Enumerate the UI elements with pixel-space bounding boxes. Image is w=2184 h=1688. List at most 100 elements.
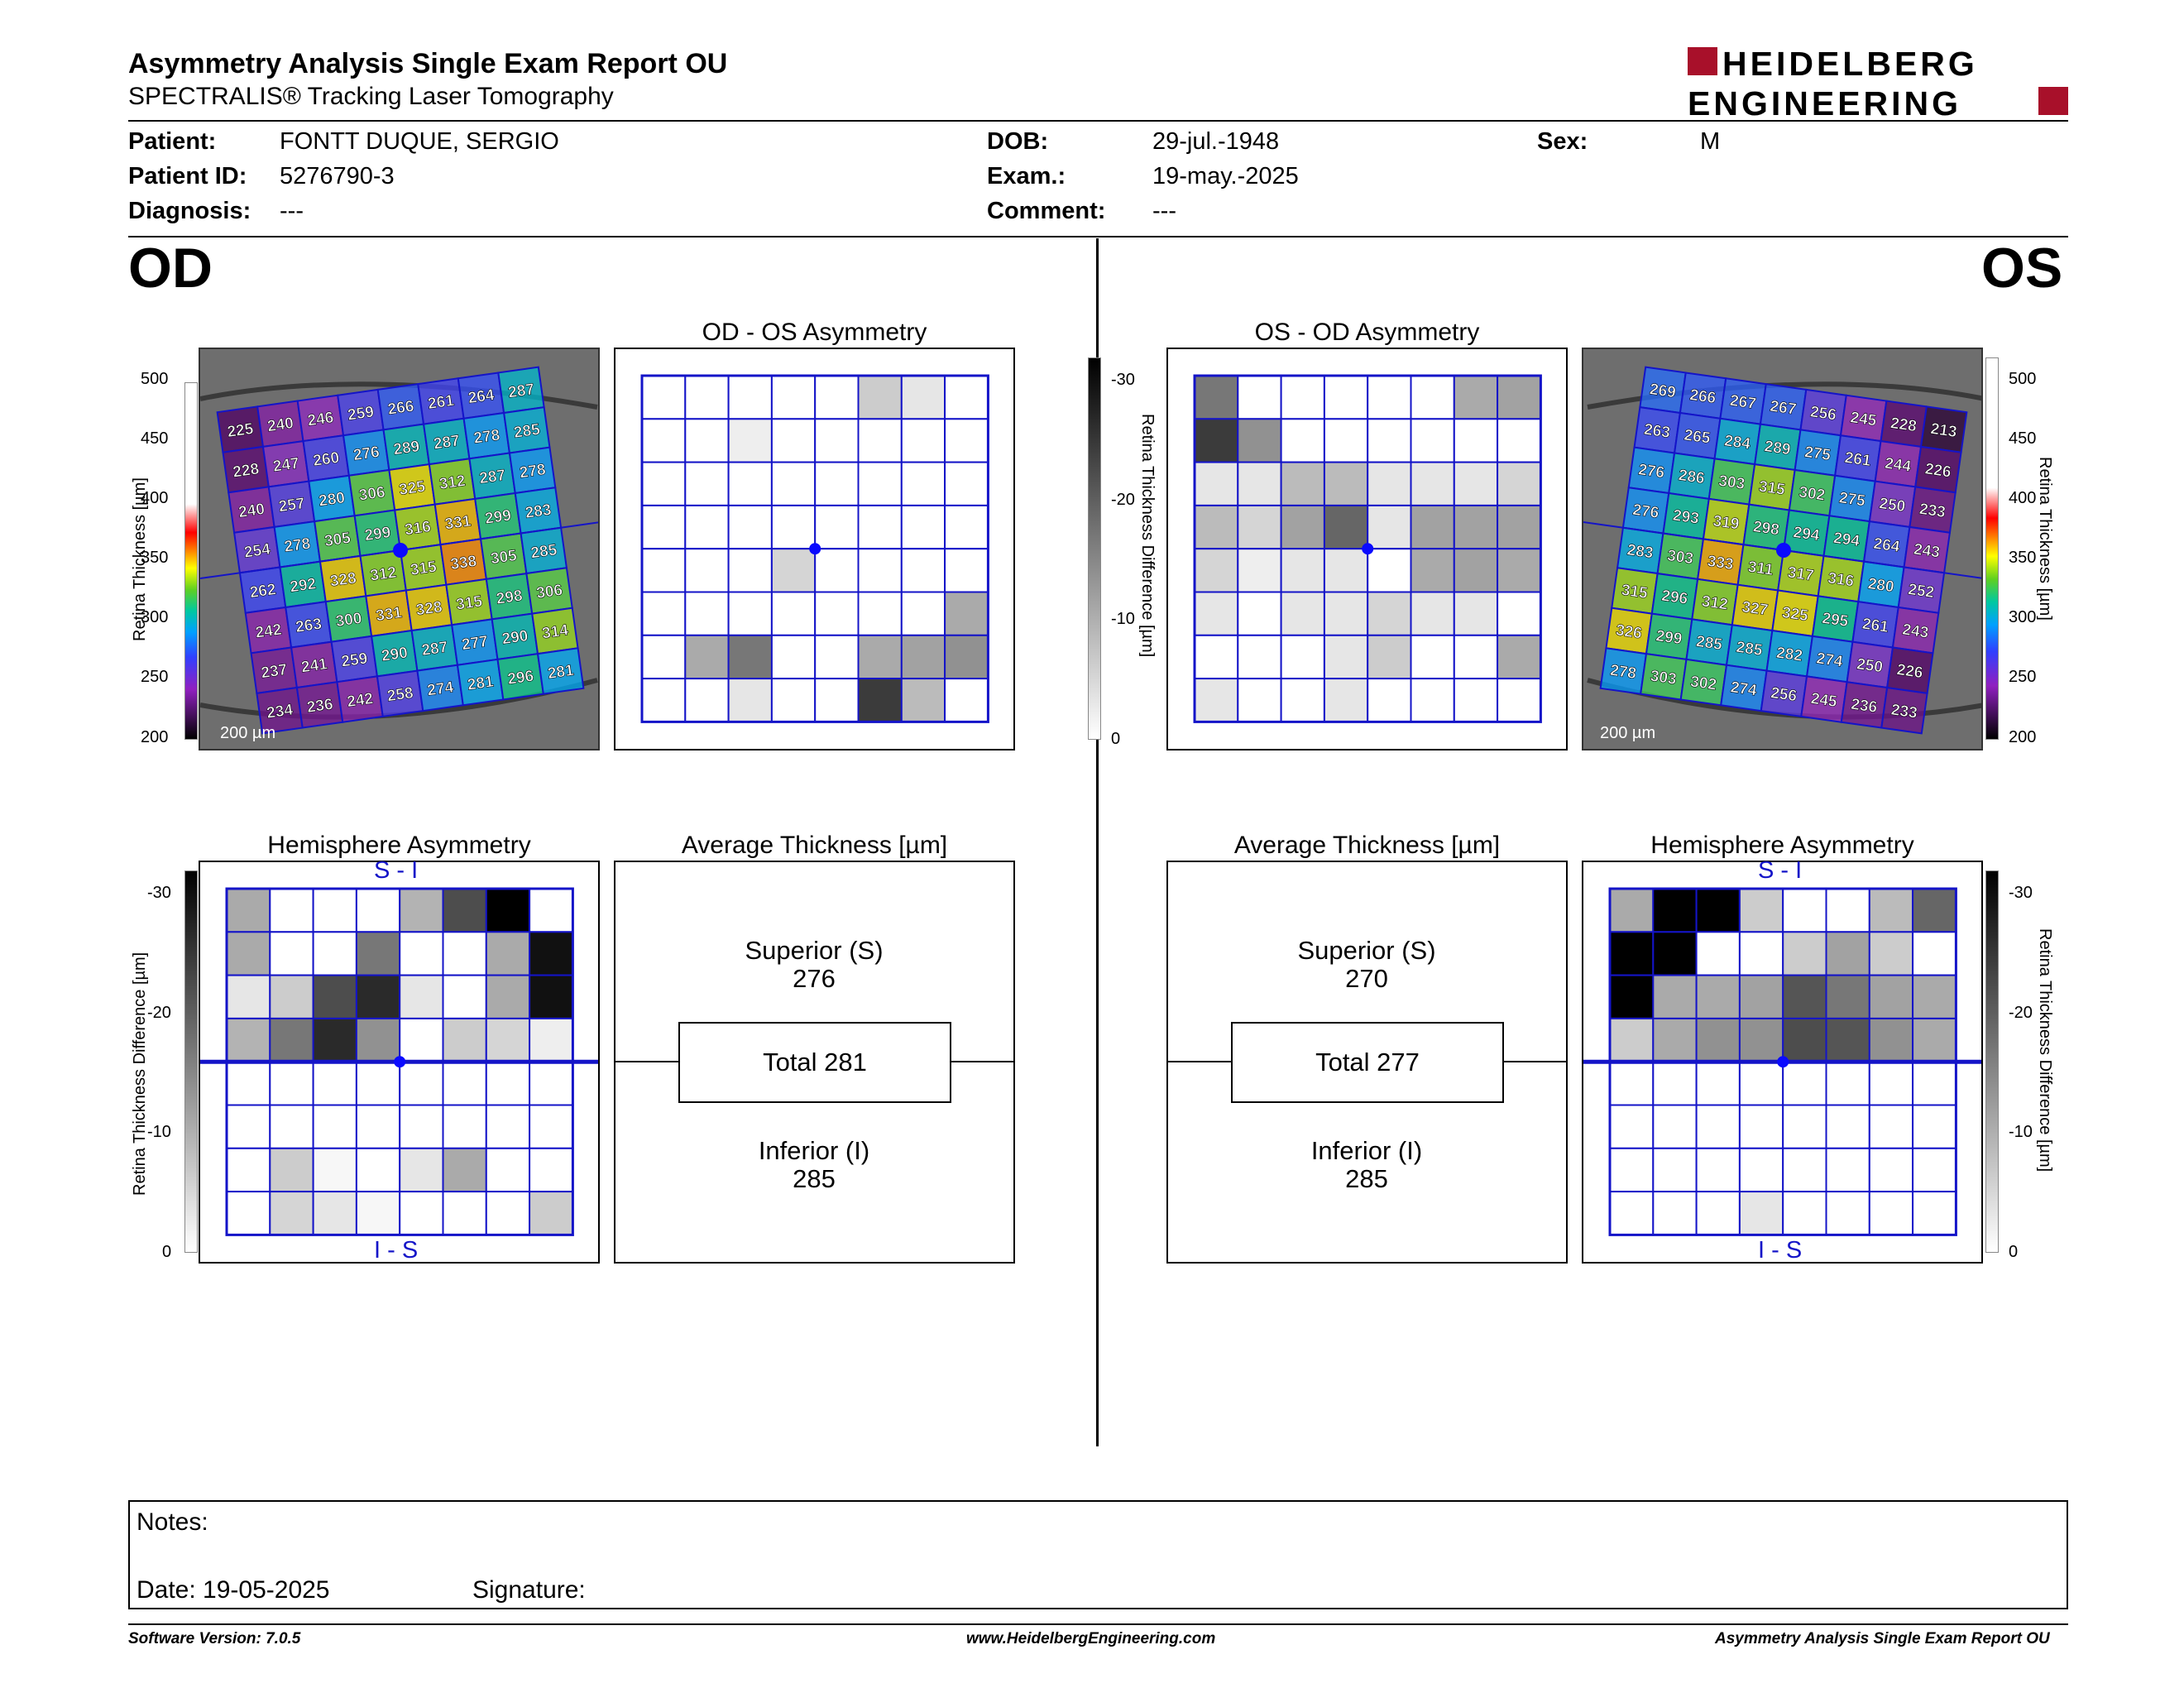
grid-cell: [1497, 375, 1542, 420]
thickness-value: 298: [496, 587, 524, 608]
grid-cell: [1367, 634, 1412, 680]
grid-cell: [727, 634, 773, 680]
grid-cell: [312, 974, 357, 1019]
grid-cell: [684, 461, 730, 506]
grid-cell: [727, 504, 773, 550]
thickness-cell: [536, 647, 585, 695]
grid-cell: [1912, 1017, 1957, 1063]
thickness-value: 256: [1809, 403, 1837, 424]
center-diff-tick: -10: [1111, 610, 1135, 628]
thickness-value: 276: [1637, 461, 1665, 482]
thickness-value: 294: [1792, 524, 1821, 544]
grid-cell: [1825, 1191, 1870, 1236]
thickness-value: 331: [375, 604, 404, 625]
grid-cell: [1738, 931, 1784, 976]
center-difference-colorbar: [1088, 357, 1101, 740]
os-fundus-map: 269 266 267 267 256 245 228 213 263 265 284 289 275 2…: [1583, 349, 1981, 749]
exam-label: Exam.:: [987, 163, 1066, 189]
thickness-value: 287: [433, 432, 461, 453]
od-hemi-title: Hemisphere Asymmetry: [267, 832, 531, 859]
grid-cell: [1323, 418, 1369, 463]
thickness-value: 287: [478, 467, 506, 487]
os-thickness-colorbar: [1985, 357, 1999, 740]
grid-cell: [1782, 1017, 1827, 1063]
grid-cell: [684, 591, 730, 636]
thickness-value: 258: [386, 684, 414, 705]
thickness-value: 245: [1849, 409, 1878, 429]
grid-cell: [1497, 678, 1542, 723]
os-thickness-scale-label: Retina Thickness [µm]: [2036, 457, 2054, 621]
grid-cell: [485, 888, 531, 933]
svg-text:HEIDELBERG: HEIDELBERG: [1722, 46, 1978, 83]
thickness-value: 265: [1683, 427, 1712, 448]
grid-cell: [944, 461, 989, 506]
grid-cell: [1367, 461, 1412, 506]
date-label: Date: 19-05-2025: [136, 1576, 330, 1604]
thickness-value: 290: [381, 645, 409, 665]
thickness-value: 225: [226, 420, 255, 441]
os-hemi-panel: [1582, 861, 1983, 1264]
grid-cell: [770, 634, 817, 680]
grid-cell: [814, 678, 860, 723]
grid-cell: [1453, 548, 1499, 593]
thickness-value: 296: [506, 668, 534, 688]
grid-cell: [312, 931, 357, 976]
thickness-value: 269: [1649, 381, 1677, 401]
grid-cell: [641, 548, 687, 593]
od-hemi-tick: 0: [162, 1243, 172, 1261]
grid-cell: [399, 1147, 444, 1193]
thickness-value: 281: [547, 662, 576, 683]
grid-cell: [442, 1017, 487, 1063]
os-hemi-title: Hemisphere Asymmetry: [1650, 832, 1914, 859]
thickness-value: 285: [529, 541, 558, 562]
report-title: Asymmetry Analysis Single Exam Report OU: [128, 48, 728, 79]
grid-cell: [1367, 548, 1412, 593]
thickness-value: 328: [329, 569, 357, 590]
thickness-value: 246: [306, 409, 334, 429]
grid-cell: [1323, 591, 1369, 636]
os-si-label: S - I: [1758, 857, 1803, 884]
thickness-value: 306: [535, 582, 563, 602]
os-thickness-tick: 350: [2009, 549, 2037, 567]
dob-label: DOB:: [987, 128, 1049, 155]
grid-cell: [900, 504, 946, 550]
od-hemi-tick: -20: [147, 1004, 171, 1022]
grid-cell: [1912, 1061, 1957, 1106]
od-hemi-tick: -10: [147, 1123, 171, 1141]
grid-cell: [399, 1061, 444, 1106]
grid-cell: [529, 1104, 574, 1149]
grid-cell: [1652, 974, 1698, 1019]
od-asym-grid: [640, 374, 989, 723]
thickness-value: 303: [1717, 472, 1746, 493]
grid-cell: [857, 375, 903, 420]
thickness-value: 289: [392, 438, 420, 458]
grid-cell: [684, 418, 730, 463]
thickness-value: 290: [500, 627, 529, 648]
od-thickness-scale-label: Retina Thickness [µm]: [131, 477, 149, 641]
grid-cell: [1367, 504, 1412, 550]
grid-cell: [1410, 461, 1455, 506]
grid-cell: [1497, 634, 1542, 680]
od-superior-value: 276: [793, 964, 836, 993]
thickness-value: 275: [1838, 489, 1867, 510]
grid-cell: [727, 548, 773, 593]
grid-cell: [355, 1104, 401, 1149]
thickness-value: 243: [1901, 621, 1929, 642]
os-label: OS: [1981, 237, 2063, 300]
thickness-value: 250: [1878, 495, 1906, 516]
od-hemi-tick: -30: [147, 884, 171, 902]
grid-cell: [944, 591, 989, 636]
grid-cell: [727, 418, 773, 463]
thickness-value: 263: [1643, 421, 1671, 442]
grid-cell: [1280, 418, 1325, 463]
grid-cell: [1868, 1017, 1914, 1063]
thickness-value: 319: [1712, 512, 1740, 533]
center-diff-tick: -30: [1111, 371, 1135, 389]
grid-cell: [226, 1191, 271, 1236]
thickness-value: 285: [1735, 639, 1764, 659]
grid-cell: [684, 504, 730, 550]
grid-cell: [684, 548, 730, 593]
grid-cell: [727, 375, 773, 420]
grid-cell: [814, 375, 860, 420]
website-link[interactable]: www.HeidelbergEngineering.com: [966, 1630, 1216, 1647]
